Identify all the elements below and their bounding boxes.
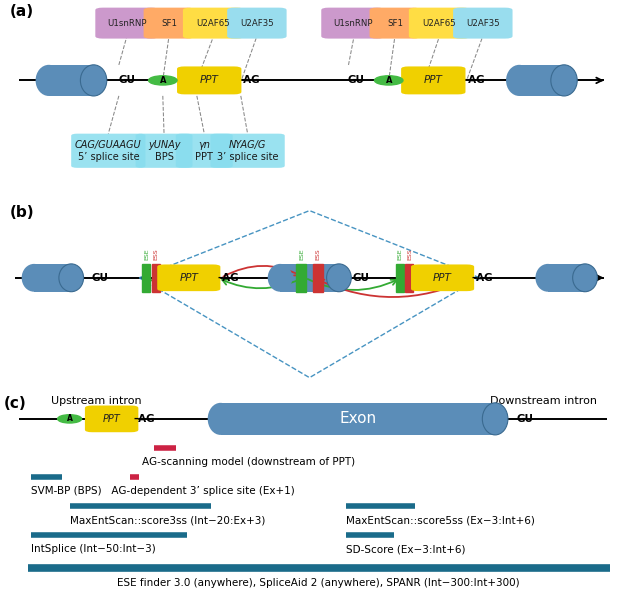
- Bar: [396, 264, 404, 292]
- Text: –AG: –AG: [463, 76, 485, 85]
- Text: PPT: PPT: [433, 273, 452, 283]
- Bar: [405, 264, 413, 292]
- Text: 3’ splice site: 3’ splice site: [217, 152, 279, 163]
- Ellipse shape: [22, 264, 46, 292]
- Text: A: A: [386, 76, 392, 85]
- Text: Upstream intron: Upstream intron: [51, 396, 142, 406]
- Text: ESE: ESE: [397, 248, 403, 260]
- Text: –AG: –AG: [472, 273, 493, 283]
- Bar: [313, 264, 323, 292]
- Text: ESE: ESE: [144, 248, 149, 260]
- Ellipse shape: [208, 403, 233, 435]
- Text: 5’ splice site: 5’ splice site: [77, 152, 139, 163]
- Circle shape: [374, 76, 403, 85]
- Bar: [280, 264, 339, 292]
- Ellipse shape: [482, 403, 508, 435]
- Text: PPT: PPT: [180, 273, 198, 283]
- Text: –AG: –AG: [134, 414, 155, 424]
- Bar: [34, 264, 71, 292]
- Text: A: A: [67, 415, 72, 424]
- Text: SD-Score (Ex−3:Int+6): SD-Score (Ex−3:Int+6): [346, 544, 465, 554]
- Text: NYAG/G: NYAG/G: [229, 140, 266, 151]
- Circle shape: [149, 76, 177, 85]
- FancyBboxPatch shape: [71, 134, 145, 168]
- Text: ESE finder 3.0 (anywhere), SpliceAid 2 (anywhere), SPANR (Int−300:Int+300): ESE finder 3.0 (anywhere), SpliceAid 2 (…: [118, 578, 520, 588]
- Text: (b): (b): [9, 205, 34, 220]
- Text: PPT: PPT: [196, 152, 213, 163]
- FancyBboxPatch shape: [95, 8, 158, 38]
- Bar: [220, 403, 495, 435]
- FancyBboxPatch shape: [136, 134, 193, 168]
- Bar: [152, 264, 160, 292]
- Text: U1snRNP: U1snRNP: [107, 19, 147, 28]
- Ellipse shape: [36, 65, 62, 96]
- FancyBboxPatch shape: [157, 265, 220, 291]
- FancyBboxPatch shape: [85, 406, 139, 432]
- Ellipse shape: [573, 264, 597, 292]
- Ellipse shape: [506, 65, 532, 96]
- FancyBboxPatch shape: [227, 8, 287, 38]
- Text: SF1: SF1: [161, 19, 177, 28]
- Text: SF1: SF1: [387, 19, 403, 28]
- Text: Exon: Exon: [339, 412, 376, 427]
- FancyBboxPatch shape: [401, 67, 465, 94]
- Text: GU: GU: [92, 273, 108, 283]
- Text: U2AF65: U2AF65: [197, 19, 230, 28]
- Text: –AG: –AG: [238, 76, 260, 85]
- FancyBboxPatch shape: [177, 67, 241, 94]
- Text: ESS: ESS: [316, 248, 321, 260]
- Bar: [296, 264, 306, 292]
- Ellipse shape: [267, 264, 292, 292]
- Text: PPT: PPT: [424, 76, 443, 85]
- Text: BPS: BPS: [155, 152, 173, 163]
- FancyBboxPatch shape: [453, 8, 513, 38]
- Text: AG-scanning model (downstream of PPT): AG-scanning model (downstream of PPT): [142, 457, 355, 467]
- Text: GU: GU: [348, 76, 365, 85]
- Text: Downstream intron: Downstream intron: [490, 396, 597, 406]
- Bar: [548, 264, 585, 292]
- Bar: [142, 264, 150, 292]
- Text: IntSplice (Int−50:Int−3): IntSplice (Int−50:Int−3): [30, 544, 155, 554]
- FancyBboxPatch shape: [210, 134, 285, 168]
- Text: CAG/GUAAGU: CAG/GUAAGU: [75, 140, 142, 151]
- Text: yUNAy: yUNAy: [148, 140, 180, 151]
- Text: (a): (a): [9, 4, 33, 19]
- Ellipse shape: [59, 264, 84, 292]
- Text: MaxEntScan::score3ss (Int−20:Ex+3): MaxEntScan::score3ss (Int−20:Ex+3): [69, 515, 265, 525]
- Text: GU: GU: [119, 76, 136, 85]
- Text: ESS: ESS: [153, 248, 158, 260]
- FancyBboxPatch shape: [183, 8, 244, 38]
- Text: PPT: PPT: [200, 76, 219, 85]
- FancyBboxPatch shape: [321, 8, 384, 38]
- Text: U2AF65: U2AF65: [423, 19, 456, 28]
- FancyBboxPatch shape: [370, 8, 420, 38]
- Circle shape: [58, 415, 82, 423]
- FancyBboxPatch shape: [144, 8, 194, 38]
- Text: MaxEntScan::score5ss (Ex−3:Int+6): MaxEntScan::score5ss (Ex−3:Int+6): [346, 515, 535, 525]
- Bar: [49, 65, 93, 96]
- Ellipse shape: [80, 65, 107, 96]
- Text: (c): (c): [4, 396, 27, 411]
- Ellipse shape: [327, 264, 352, 292]
- Text: GU: GU: [353, 273, 370, 283]
- Text: U2AF35: U2AF35: [466, 19, 500, 28]
- Text: ESE: ESE: [299, 248, 304, 260]
- Text: ESS: ESS: [407, 248, 412, 260]
- Ellipse shape: [551, 65, 577, 96]
- FancyBboxPatch shape: [409, 8, 470, 38]
- Text: A: A: [160, 76, 166, 85]
- Text: –AG: –AG: [218, 273, 240, 283]
- Text: U2AF35: U2AF35: [240, 19, 274, 28]
- FancyBboxPatch shape: [411, 265, 474, 291]
- Text: PPT: PPT: [103, 414, 121, 424]
- Text: SVM-BP (BPS)   AG-dependent 3’ splice site (Ex+1): SVM-BP (BPS) AG-dependent 3’ splice site…: [30, 486, 294, 496]
- Text: U1snRNP: U1snRNP: [333, 19, 373, 28]
- FancyBboxPatch shape: [176, 134, 233, 168]
- Text: GU: GU: [517, 414, 534, 424]
- Text: γn: γn: [198, 140, 210, 151]
- Bar: [519, 65, 564, 96]
- Ellipse shape: [535, 264, 560, 292]
